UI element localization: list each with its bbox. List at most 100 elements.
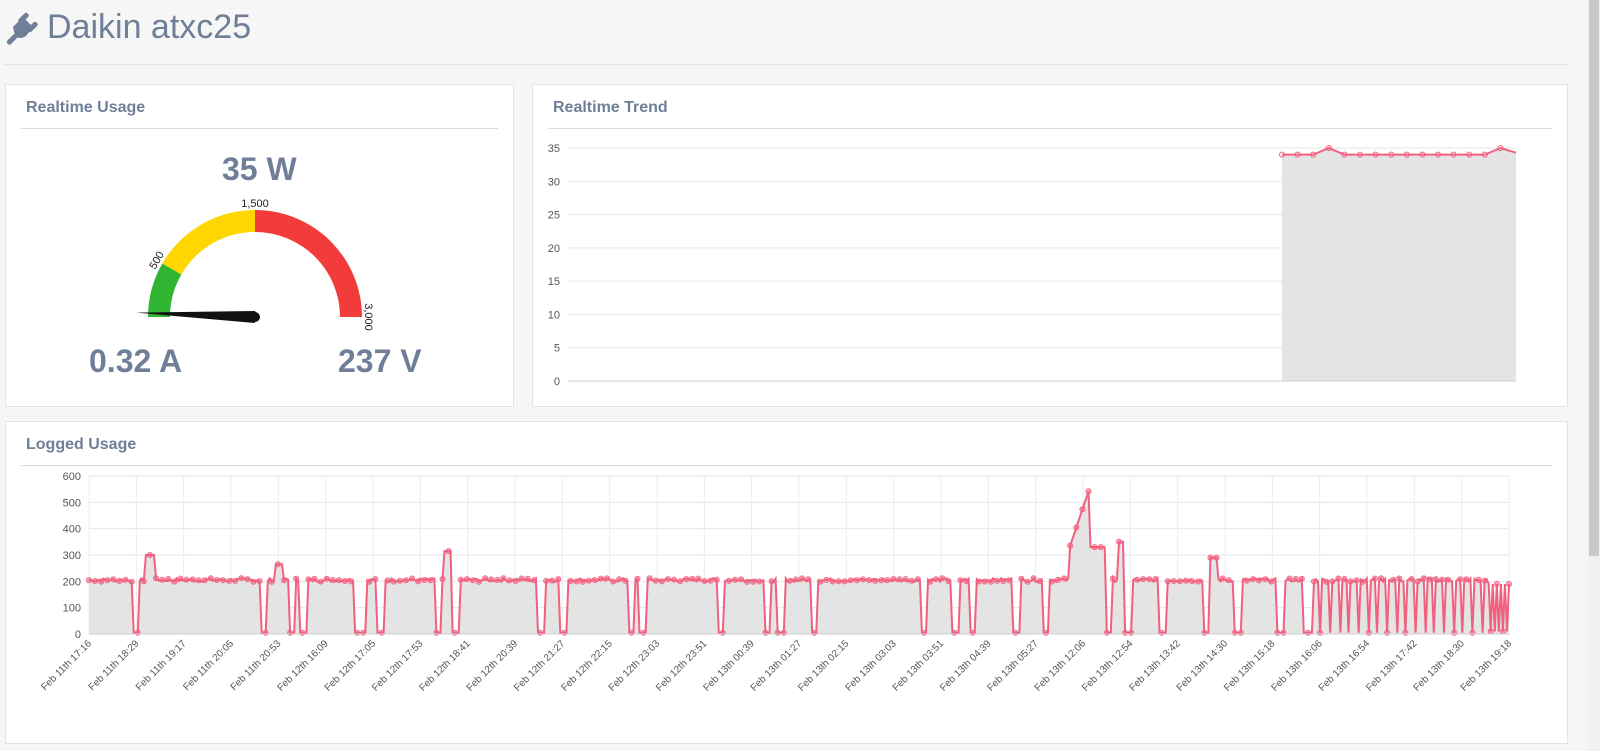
trend-point	[1481, 151, 1488, 158]
log-point	[713, 576, 720, 583]
log-point	[1048, 578, 1055, 585]
log-point	[1341, 575, 1348, 582]
log-point	[1183, 577, 1190, 584]
page-scrollbar[interactable]	[1588, 0, 1600, 751]
log-point	[1286, 575, 1293, 582]
log-point	[268, 578, 275, 585]
log-point	[232, 577, 239, 584]
log-point	[927, 578, 934, 585]
log-point	[530, 577, 537, 584]
log-point	[920, 629, 927, 636]
log-point	[488, 576, 495, 583]
trend-point	[1294, 151, 1301, 158]
log-point	[1109, 575, 1116, 582]
log-point	[1365, 629, 1372, 636]
log-point	[872, 577, 879, 584]
log-point	[1158, 629, 1165, 636]
log-point	[1371, 575, 1378, 582]
log-area	[89, 491, 1509, 634]
log-point	[195, 577, 202, 584]
log-point	[274, 561, 281, 568]
gauge-needle	[136, 311, 256, 323]
log-point	[945, 577, 952, 584]
trend-y-tick-label: 15	[548, 276, 560, 288]
log-point	[786, 577, 793, 584]
log-point	[768, 578, 775, 585]
log-point	[1085, 488, 1092, 495]
log-point	[1420, 575, 1427, 582]
log-point	[415, 578, 422, 585]
log-point	[665, 576, 672, 583]
trend-point	[1497, 145, 1504, 151]
log-point	[92, 577, 99, 584]
log-point	[348, 578, 355, 585]
log-point	[287, 629, 294, 636]
trend-point	[1325, 145, 1332, 151]
log-y-tick-label: 100	[63, 603, 81, 615]
log-y-tick-label: 400	[63, 524, 81, 536]
log-point	[1506, 580, 1513, 587]
log-point	[262, 629, 269, 636]
log-point	[1426, 576, 1433, 583]
log-point	[963, 578, 970, 585]
log-point	[732, 576, 739, 583]
log-point	[725, 577, 732, 584]
log-point	[122, 576, 129, 583]
log-point	[1469, 629, 1476, 636]
log-point	[853, 577, 860, 584]
trend-y-tick-label: 10	[548, 309, 560, 321]
log-point	[1384, 629, 1391, 636]
log-point	[213, 576, 220, 583]
trend-point	[1466, 151, 1473, 158]
log-point	[1207, 554, 1214, 561]
log-point	[201, 577, 208, 584]
log-point	[604, 575, 611, 582]
log-point	[518, 575, 525, 582]
log-point	[1195, 578, 1202, 585]
log-y-tick-label: 200	[63, 576, 81, 588]
log-point	[1176, 578, 1183, 585]
log-point	[439, 575, 446, 582]
log-point	[1304, 629, 1311, 636]
log-point	[1335, 575, 1342, 582]
log-point	[841, 578, 848, 585]
log-point	[969, 629, 976, 636]
scrollbar-thumb[interactable]	[1589, 0, 1599, 556]
log-point	[457, 576, 464, 583]
log-point	[914, 576, 921, 583]
log-point	[110, 576, 117, 583]
gauge-tick-label-3: 3,000	[362, 303, 374, 331]
log-point	[634, 575, 641, 582]
log-y-tick-label: 300	[63, 550, 81, 562]
log-point	[896, 576, 903, 583]
log-point	[1445, 576, 1452, 583]
log-point	[1414, 578, 1421, 585]
log-point	[549, 577, 556, 584]
log-point	[463, 576, 470, 583]
log-point	[1274, 629, 1281, 636]
log-point	[1152, 575, 1159, 582]
log-point	[238, 575, 245, 582]
log-point	[677, 578, 684, 585]
trend-line	[1282, 146, 1517, 156]
panel-title: Logged Usage	[26, 436, 137, 453]
log-point	[354, 629, 361, 636]
log-point	[829, 578, 836, 585]
log-point	[1036, 577, 1043, 584]
log-point	[1359, 578, 1366, 585]
log-point	[293, 575, 300, 582]
log-point	[1347, 578, 1354, 585]
log-point	[1189, 578, 1196, 585]
log-point	[104, 577, 111, 584]
log-point	[189, 576, 196, 583]
log-point	[671, 576, 678, 583]
panel-divider	[21, 128, 498, 129]
log-point	[543, 577, 550, 584]
log-point	[1311, 578, 1318, 585]
log-point	[1396, 575, 1403, 582]
log-point	[378, 629, 385, 636]
log-point	[610, 578, 617, 585]
log-point	[506, 577, 513, 584]
log-point	[1116, 538, 1123, 545]
